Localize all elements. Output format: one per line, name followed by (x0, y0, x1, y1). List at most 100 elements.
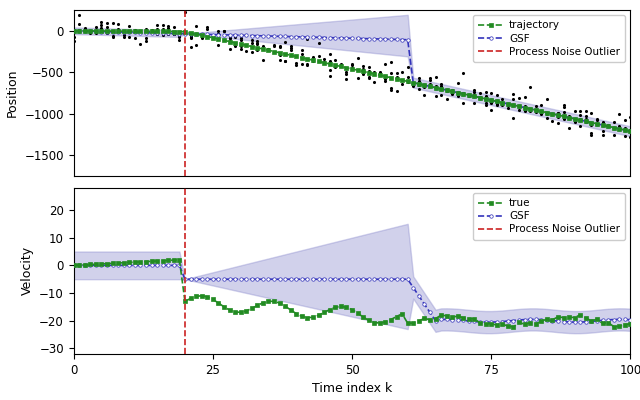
Point (430, 83, 440, 89)
Point (481, 100, 491, 106)
Point (330, 57, 340, 64)
GSF (326, 277, 333, 282)
Legend: true, GSF, Process Noise Outlier: true, GSF, Process Noise Outlier (472, 193, 625, 240)
Legend: trajectory, GSF, Process Noise Outlier: trajectory, GSF, Process Noise Outlier (472, 15, 625, 62)
Point (252, 38, 262, 44)
Point (447, 89, 458, 95)
Point (174, 37, 184, 44)
Point (413, 75, 424, 81)
Point (541, 111, 552, 117)
Point (124, 34, 134, 40)
Point (514, 107, 524, 114)
Point (169, 30, 179, 37)
Point (486, 100, 497, 106)
Point (447, 87, 458, 94)
Point (358, 71, 368, 78)
Point (79, 25, 90, 31)
Point (430, 92, 440, 99)
Point (419, 92, 429, 99)
trajectory (326, 62, 333, 66)
Point (508, 96, 518, 102)
Point (452, 88, 463, 95)
Point (369, 79, 380, 85)
Point (163, 25, 173, 31)
Point (380, 76, 390, 82)
Point (625, 134, 636, 140)
Point (135, 28, 145, 34)
Point (130, 29, 140, 36)
Point (497, 96, 508, 102)
true (465, 316, 473, 321)
Point (481, 89, 491, 95)
Point (96, 25, 106, 31)
Point (353, 55, 363, 62)
Point (598, 121, 608, 128)
GSF (326, 35, 333, 40)
Line: trajectory: trajectory (72, 29, 632, 133)
Point (436, 92, 446, 98)
Point (514, 102, 524, 109)
GSF (627, 317, 634, 322)
Point (598, 132, 608, 138)
Point (486, 98, 497, 104)
Point (246, 49, 257, 55)
Point (458, 100, 468, 107)
Point (620, 124, 630, 131)
true (627, 322, 634, 326)
Point (464, 93, 474, 100)
Point (559, 109, 569, 116)
Point (392, 73, 402, 80)
Point (475, 90, 485, 96)
Point (225, 35, 235, 41)
Point (586, 132, 596, 138)
Point (403, 74, 413, 80)
Point (74, 20, 84, 27)
Point (246, 37, 257, 44)
Point (308, 54, 318, 61)
Point (497, 102, 508, 108)
Point (447, 91, 458, 97)
Point (180, 31, 190, 37)
Point (269, 43, 279, 50)
Point (314, 52, 324, 59)
Point (413, 77, 424, 84)
Point (219, 28, 229, 34)
Point (108, 33, 118, 39)
Point (169, 31, 179, 37)
Point (68, 34, 79, 41)
Point (324, 66, 335, 73)
Point (520, 103, 530, 109)
Point (586, 110, 596, 116)
Point (264, 45, 274, 52)
Point (191, 42, 201, 48)
Point (364, 74, 374, 81)
Point (570, 108, 580, 114)
Point (525, 84, 535, 90)
Point (469, 92, 479, 98)
Point (364, 64, 374, 70)
GSF (404, 37, 412, 42)
Point (163, 30, 173, 37)
Point (207, 35, 218, 41)
Point (258, 42, 268, 49)
Point (353, 74, 363, 81)
Point (102, 20, 112, 26)
GSF (488, 320, 495, 324)
Point (202, 26, 212, 33)
Point (113, 28, 124, 35)
Point (280, 57, 291, 64)
Point (536, 102, 547, 108)
Point (74, 12, 84, 18)
Point (230, 42, 240, 49)
Point (347, 65, 357, 72)
Point (380, 61, 390, 67)
GSF (209, 277, 216, 282)
Point (564, 113, 574, 120)
true (493, 323, 500, 328)
Point (598, 128, 608, 134)
true (70, 263, 77, 268)
Point (152, 22, 163, 29)
Point (442, 96, 452, 102)
Point (469, 89, 479, 96)
Point (130, 29, 140, 35)
